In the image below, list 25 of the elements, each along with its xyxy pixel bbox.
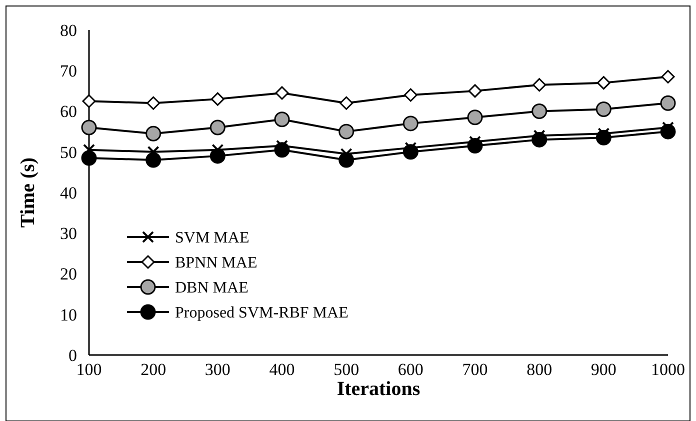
legend-label: DBN MAE — [175, 280, 248, 297]
x-tick-label: 400 — [269, 360, 295, 379]
legend-label: SVM MAE — [175, 230, 250, 247]
y-tick-label: 30 — [60, 224, 77, 244]
x-tick-label: 900 — [590, 360, 616, 379]
x-tick-label: 500 — [334, 360, 360, 379]
y-tick-label: 80 — [60, 20, 77, 40]
x-tick-label: 100 — [76, 360, 102, 379]
y-tick-label: 40 — [60, 183, 77, 202]
legend-label: BPNN MAE — [175, 254, 258, 272]
x-axis-title: Iterations — [336, 378, 420, 400]
y-tick-label: 20 — [60, 264, 77, 284]
y-axis-title: Time (s) — [17, 157, 39, 228]
x-tick-label: 600 — [398, 360, 424, 379]
y-tick-label: 70 — [60, 62, 77, 81]
x-tick-label: 1000 — [651, 360, 685, 379]
x-tick-label: 800 — [526, 360, 552, 379]
x-tick-label: 300 — [204, 360, 230, 379]
y-tick-label: 0 — [68, 346, 77, 365]
y-tick-label: 50 — [60, 142, 77, 162]
legend-label: Proposed SVM-RBF MAE — [175, 304, 348, 322]
y-tick-label: 10 — [60, 305, 77, 324]
x-tick-label: 700 — [462, 360, 488, 379]
y-tick-label: 60 — [60, 102, 77, 122]
x-tick-label: 200 — [140, 360, 166, 379]
